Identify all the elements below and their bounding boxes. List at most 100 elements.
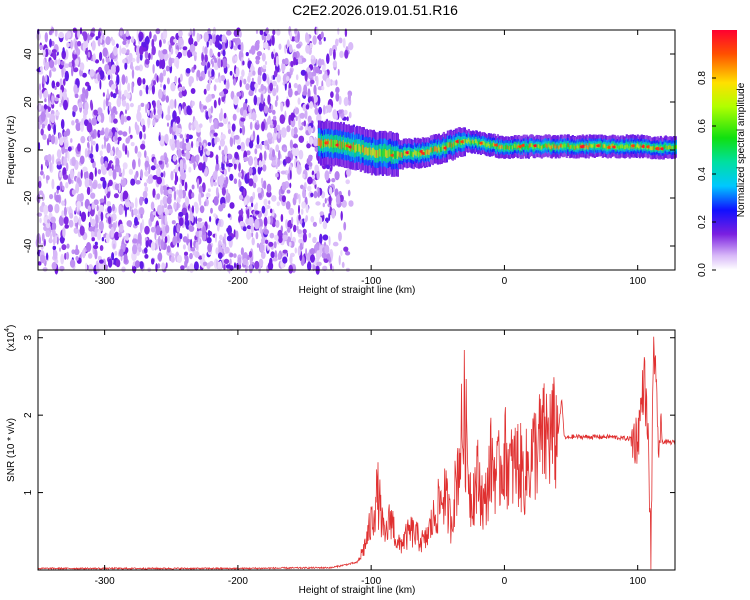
- heatmap-cell: [137, 232, 142, 244]
- colorbar-label: Normalized spectral amplitude: [736, 82, 747, 217]
- snr-y-tick-label: 3: [23, 335, 34, 341]
- heatmap-cell: [88, 135, 91, 142]
- heatmap-cell: [130, 178, 136, 186]
- heatmap-cell: [93, 109, 98, 116]
- heatmap-cell: [119, 45, 122, 56]
- heatmap-cell: [104, 63, 110, 72]
- heatmap-cell: [61, 200, 65, 206]
- heatmap-cell: [150, 165, 156, 171]
- heatmap-cell: [226, 30, 232, 36]
- heatmap-cell: [249, 263, 253, 274]
- heatmap-cell: [220, 133, 226, 141]
- heatmap-cell: [307, 176, 313, 185]
- heatmap-cell: [310, 55, 315, 60]
- heatmap-cell: [41, 193, 45, 202]
- heatmap-cell: [335, 92, 340, 102]
- heatmap-cell: [44, 98, 47, 103]
- heatmap-cell: [174, 75, 178, 85]
- heatmap-cell: [328, 235, 331, 246]
- heatmap-cell: [247, 155, 254, 166]
- heatmap-cell: [272, 29, 276, 36]
- heatmap-cell: [63, 216, 69, 225]
- heatmap-cell: [182, 47, 188, 57]
- heatmap-cell: [267, 45, 271, 51]
- heatmap-cell: [238, 194, 244, 201]
- heatmap-cell: [218, 145, 221, 151]
- heatmap-cell: [137, 104, 141, 112]
- heatmap-cell: [215, 259, 219, 268]
- heatmap-cell: [218, 175, 224, 187]
- heatmap-cell: [275, 55, 279, 67]
- heatmap-cell: [179, 134, 183, 139]
- snr-plot-area: [38, 330, 675, 570]
- heatmap-cell: [105, 36, 111, 46]
- heatmap-cell: [281, 195, 286, 203]
- heatmap-cell: [90, 32, 95, 38]
- heatmap-cell: [152, 64, 155, 74]
- heatmap-cell: [256, 242, 260, 248]
- heatmap-cell: [94, 241, 98, 246]
- heatmap-cell: [89, 171, 94, 182]
- heatmap-cell: [144, 225, 150, 235]
- heatmap-cell: [178, 106, 182, 115]
- heatmap-cell: [284, 169, 289, 176]
- heatmap-cell: [122, 190, 129, 200]
- heatmap-cell: [290, 112, 295, 122]
- heatmap-cell: [116, 74, 120, 86]
- heatmap-cell: [142, 47, 147, 52]
- heatmap-cell: [165, 224, 170, 234]
- heatmap-cell: [68, 219, 74, 228]
- heatmap-cell: [131, 82, 134, 94]
- heatmap-cell: [251, 112, 257, 121]
- heatmap-cell: [82, 166, 88, 173]
- heatmap-cell: [189, 211, 194, 222]
- heatmap-cell: [319, 216, 323, 225]
- heatmap-cell: [159, 59, 162, 70]
- heatmap-cell: [181, 143, 188, 151]
- heatmap-cell: [311, 174, 315, 179]
- heatmap-cell: [203, 88, 207, 95]
- heatmap-cell: [319, 245, 323, 254]
- heatmap-cell: [249, 121, 253, 130]
- heatmap-cell: [124, 145, 128, 155]
- heatmap-cell: [297, 97, 301, 105]
- heatmap-cell: [150, 111, 153, 119]
- heatmap-cell: [198, 76, 204, 82]
- heatmap-cell: [186, 105, 192, 115]
- heatmap-cell: [302, 186, 306, 192]
- heatmap-cell: [189, 252, 193, 260]
- heatmap-cell: [156, 99, 161, 110]
- heatmap-cell: [106, 88, 109, 99]
- heatmap-cell: [331, 209, 336, 219]
- heatmap-cell: [54, 58, 58, 66]
- heatmap-cell: [269, 82, 273, 92]
- heatmap-cell: [181, 89, 187, 96]
- heatmap-cell: [99, 51, 103, 62]
- heatmap-cell: [221, 34, 226, 43]
- spectrogram-y-tick-label: 20: [23, 96, 34, 108]
- heatmap-cell: [280, 102, 284, 112]
- heatmap-cell: [66, 206, 70, 212]
- heatmap-cell: [148, 164, 151, 175]
- heatmap-cell: [227, 213, 231, 218]
- heatmap-cell: [260, 143, 263, 151]
- heatmap-cell: [224, 154, 228, 163]
- heatmap-cell: [297, 229, 302, 235]
- heatmap-cell: [157, 204, 163, 216]
- heatmap-cell: [326, 104, 332, 113]
- heatmap-cell: [181, 149, 185, 155]
- heatmap-cell: [151, 45, 156, 56]
- heatmap-cell: [293, 56, 297, 66]
- heatmap-cell: [165, 65, 170, 72]
- heatmap-cell: [276, 84, 279, 93]
- heatmap-cell: [162, 185, 167, 191]
- heatmap-cell: [237, 263, 242, 270]
- colorbar-tick-label: 0.8: [697, 71, 708, 85]
- heatmap-cell: [292, 147, 297, 157]
- heatmap-cell: [313, 264, 316, 271]
- heatmap-cell: [297, 159, 300, 170]
- heatmap-cell: [38, 236, 42, 244]
- heatmap-cell: [210, 129, 215, 134]
- heatmap-cell: [64, 70, 70, 82]
- heatmap-cell: [295, 74, 299, 81]
